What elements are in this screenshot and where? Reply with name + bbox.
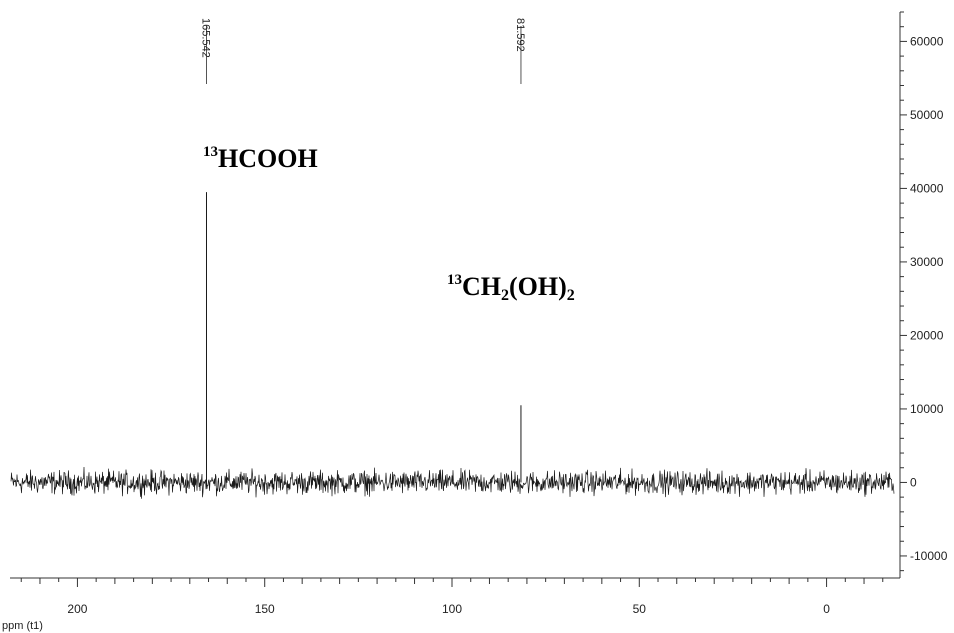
peaks: [205, 192, 522, 483]
spectrum-trace: [10, 466, 895, 499]
peak-label: 165.542: [199, 18, 211, 58]
y-tick-label: 40000: [910, 181, 944, 195]
y-tick-label: 60000: [910, 34, 944, 48]
x-tick-label: 150: [255, 602, 275, 616]
y-tick-label: 30000: [910, 255, 944, 269]
x-axis: 200 150 100 50 0: [10, 577, 900, 616]
baseline-noise: [10, 466, 895, 499]
x-tick-label: 50: [633, 602, 647, 616]
annotation-formic-acid: 13HCOOH: [203, 144, 318, 173]
y-tick-label: 0: [910, 475, 917, 489]
y-tick-label: -10000: [910, 549, 948, 563]
y-tick-label: 20000: [910, 328, 944, 342]
y-axis: 60000 50000 40000 30000 20000 10000 0 -10000: [899, 11, 948, 578]
x-tick-label: 0: [823, 602, 830, 616]
x-axis-label: ppm (t1): [2, 620, 43, 632]
peak-label: 81.592: [514, 18, 526, 52]
y-tick-label: 10000: [910, 402, 944, 416]
x-tick-label: 100: [442, 602, 462, 616]
x-tick-label: 200: [67, 602, 87, 616]
y-tick-label: 50000: [910, 108, 944, 122]
peak-labels: 165.542 81.592: [199, 18, 526, 84]
annotation-methanediol: 13CH2(OH)2: [447, 272, 575, 304]
